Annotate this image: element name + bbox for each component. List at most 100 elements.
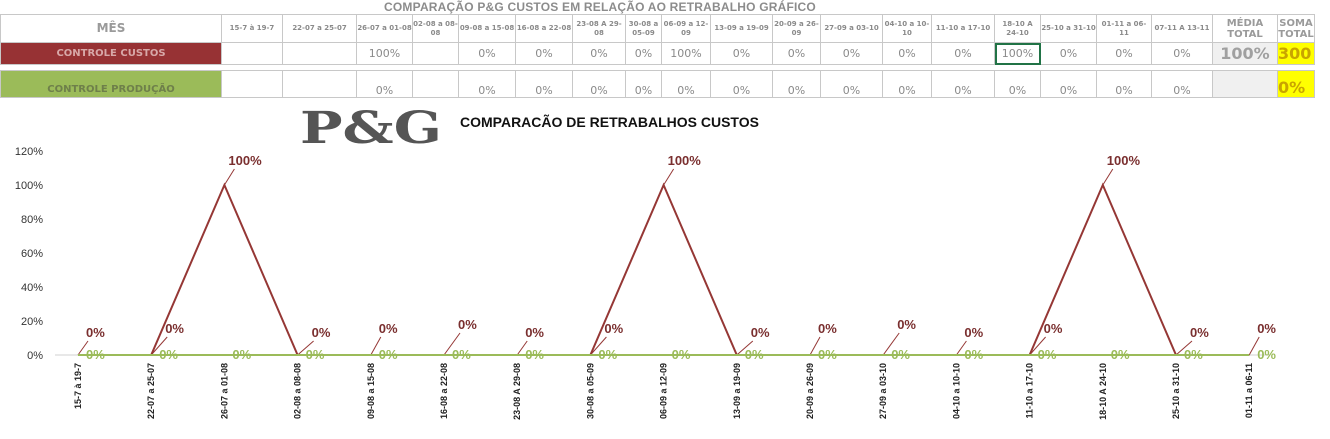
y-tick-label: 60% bbox=[21, 248, 43, 260]
producao-cell[interactable]: 0% bbox=[661, 70, 711, 98]
period-header[interactable]: 07-11 A 13-11 bbox=[1151, 14, 1213, 43]
chart-title: COMPARACÃO DE RETRABALHOS CUSTOS bbox=[460, 114, 759, 130]
data-label-custos: 0% bbox=[818, 321, 837, 336]
period-header[interactable]: 26-07 a 01-08 bbox=[356, 14, 413, 43]
data-label-producao: 0% bbox=[745, 347, 764, 362]
custos-cell[interactable]: 0% bbox=[572, 42, 626, 65]
y-tick-label: 40% bbox=[21, 282, 43, 294]
x-tick-label: 06-09 a 12-09 bbox=[659, 363, 669, 419]
producao-media-cell[interactable] bbox=[1212, 70, 1278, 98]
mes-header[interactable]: MÊS bbox=[0, 14, 222, 43]
x-tick-label: 09-08 a 15-08 bbox=[366, 363, 376, 419]
period-header[interactable]: 30-08 a 05-09 bbox=[625, 14, 662, 43]
data-label-leader bbox=[150, 336, 168, 356]
producao-cell[interactable]: 0% bbox=[772, 70, 821, 98]
x-tick-label: 23-08 A 29-08 bbox=[512, 363, 522, 420]
x-tick-label: 01-11 a 06-11 bbox=[1244, 363, 1254, 418]
data-label-custos: 0% bbox=[1190, 325, 1209, 340]
producao-cell[interactable]: 0% bbox=[572, 70, 626, 98]
producao-cell[interactable]: 0% bbox=[710, 70, 773, 98]
data-label-producao: 0% bbox=[86, 347, 105, 362]
custos-cell[interactable]: 100% bbox=[661, 42, 711, 65]
period-header[interactable]: 16-08 a 22-08 bbox=[515, 14, 573, 43]
data-label-custos: 0% bbox=[751, 325, 770, 340]
y-tick-label: 20% bbox=[21, 316, 43, 328]
x-tick-label: 13-09 a 19-09 bbox=[732, 363, 742, 419]
custos-cell[interactable]: 0% bbox=[931, 42, 995, 65]
data-table: MÊS 15-7 à 19-7 22-07 a 25-07 26-07 a 01-0… bbox=[0, 14, 1315, 98]
period-header[interactable]: 20-09 a 26-09 bbox=[772, 14, 821, 43]
producao-cell[interactable] bbox=[282, 70, 357, 98]
period-header[interactable]: 04-10 a 10-10 bbox=[882, 14, 932, 43]
data-label-leader bbox=[1248, 336, 1260, 356]
producao-cell[interactable]: 0% bbox=[625, 70, 662, 98]
producao-cell[interactable]: 0% bbox=[931, 70, 995, 98]
custos-cell[interactable]: 0% bbox=[710, 42, 773, 65]
data-label-leader bbox=[1175, 340, 1193, 356]
data-label-producao: 0% bbox=[379, 347, 398, 362]
producao-soma-cell[interactable]: 0% bbox=[1277, 70, 1315, 98]
custos-cell[interactable] bbox=[412, 42, 459, 65]
x-tick-label: 25-10 a 31-10 bbox=[1171, 363, 1181, 419]
custos-cell[interactable]: 0% bbox=[1040, 42, 1097, 65]
data-label-producao: 0% bbox=[891, 347, 910, 362]
custos-media-cell[interactable]: 100% bbox=[1212, 42, 1278, 65]
producao-cell[interactable]: 0% bbox=[1096, 70, 1152, 98]
producao-cell[interactable]: 0% bbox=[882, 70, 932, 98]
period-header[interactable]: 13-09 a 19-09 bbox=[710, 14, 773, 43]
period-header[interactable]: 27-09 a 03-10 bbox=[820, 14, 883, 43]
period-header[interactable]: 22-07 a 25-07 bbox=[282, 14, 357, 43]
controle-producao-row: CONTROLE PRODUÇÃO 0% 0% 0% 0% 0% 0% 0% 0% 0% 0% 0%… bbox=[0, 70, 1315, 98]
period-header[interactable]: 02-08 a 08-08 bbox=[412, 14, 459, 43]
producao-cell[interactable]: 0% bbox=[820, 70, 883, 98]
data-label-custos: 0% bbox=[1257, 321, 1276, 336]
custos-cell[interactable]: 0% bbox=[458, 42, 516, 65]
media-total-header[interactable]: MÉDIA TOTAL bbox=[1212, 14, 1278, 43]
period-header[interactable]: 25-10 a 31-10 bbox=[1040, 14, 1097, 43]
period-header[interactable]: 06-09 a 12-09 bbox=[661, 14, 711, 43]
producao-cell[interactable]: 0% bbox=[458, 70, 516, 98]
custos-cell[interactable] bbox=[282, 42, 357, 65]
period-header[interactable]: 23-08 A 29-08 bbox=[572, 14, 626, 43]
period-header[interactable]: 18-10 A 24-10 bbox=[994, 14, 1041, 43]
data-label-custos: 100% bbox=[1107, 153, 1141, 168]
x-tick-label: 11-10 a 17-10 bbox=[1025, 363, 1035, 419]
custos-cell[interactable]: 0% bbox=[1151, 42, 1213, 65]
producao-cell[interactable]: 0% bbox=[1040, 70, 1097, 98]
data-label-leader bbox=[1102, 168, 1114, 186]
controle-custos-label[interactable]: CONTROLE CUSTOS bbox=[0, 42, 222, 65]
data-label-custos: 100% bbox=[668, 153, 702, 168]
data-label-leader bbox=[590, 336, 607, 356]
data-label-custos: 0% bbox=[312, 325, 331, 340]
x-tick-label: 20-09 a 26-09 bbox=[805, 363, 815, 419]
custos-cell[interactable]: 100% bbox=[356, 42, 413, 65]
x-tick-label: 15-7 à 19-7 bbox=[73, 363, 83, 409]
data-label-custos: 0% bbox=[964, 325, 983, 340]
producao-cell[interactable] bbox=[221, 70, 283, 98]
producao-cell[interactable]: 0% bbox=[1151, 70, 1213, 98]
custos-cell[interactable]: 0% bbox=[1096, 42, 1152, 65]
producao-cell[interactable]: 0% bbox=[515, 70, 573, 98]
custos-soma-cell[interactable]: 300 bbox=[1277, 42, 1315, 65]
period-header[interactable]: 15-7 à 19-7 bbox=[221, 14, 283, 43]
custos-cell[interactable] bbox=[221, 42, 283, 65]
data-label-custos: 0% bbox=[525, 325, 544, 340]
period-header[interactable]: 09-08 a 15-08 bbox=[458, 14, 516, 43]
producao-cell[interactable]: 0% bbox=[994, 70, 1041, 98]
custos-cell[interactable]: 0% bbox=[772, 42, 821, 65]
custos-cell[interactable]: 100% bbox=[994, 42, 1041, 65]
period-header[interactable]: 01-11 a 06-11 bbox=[1096, 14, 1152, 43]
data-label-producao: 0% bbox=[1111, 347, 1130, 362]
period-header[interactable]: 11-10 a 17-10 bbox=[931, 14, 995, 43]
data-label-custos: 0% bbox=[897, 317, 916, 332]
custos-cell[interactable]: 0% bbox=[515, 42, 573, 65]
producao-cell[interactable] bbox=[412, 70, 459, 98]
custos-cell[interactable]: 0% bbox=[625, 42, 662, 65]
data-label-custos: 100% bbox=[228, 153, 262, 168]
x-tick-label: 27-09 a 03-10 bbox=[878, 363, 888, 419]
custos-cell[interactable]: 0% bbox=[820, 42, 883, 65]
controle-producao-label[interactable]: CONTROLE PRODUÇÃO bbox=[0, 70, 222, 98]
soma-total-header[interactable]: SOMA TOTAL bbox=[1277, 14, 1315, 43]
custos-cell[interactable]: 0% bbox=[882, 42, 932, 65]
producao-cell[interactable]: 0% bbox=[356, 70, 413, 98]
